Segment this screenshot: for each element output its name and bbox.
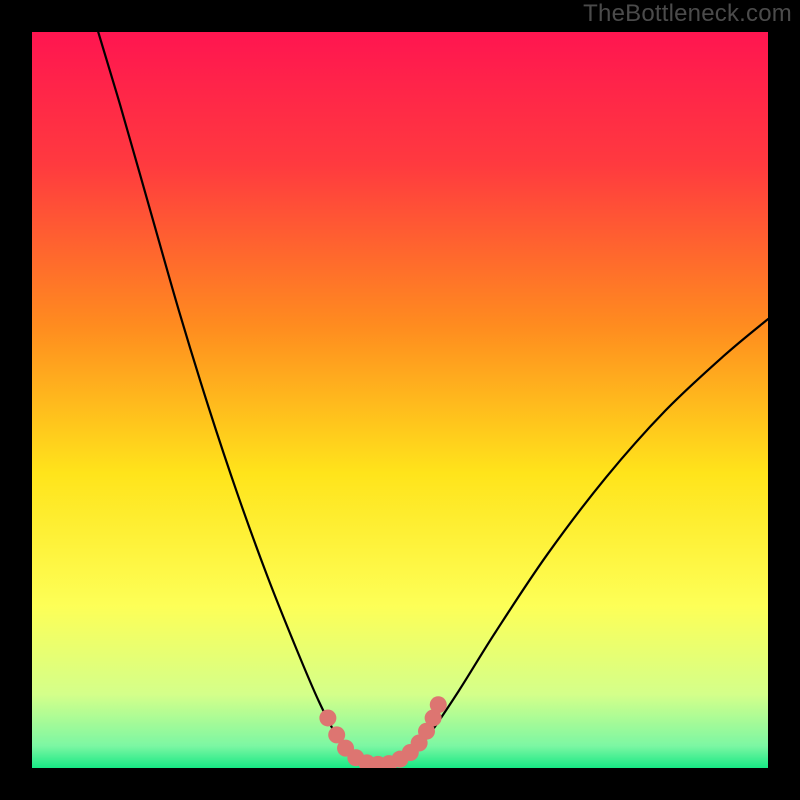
plot-background	[32, 32, 768, 768]
plot-area	[32, 32, 768, 768]
marker-point	[319, 709, 336, 726]
plot-svg	[32, 32, 768, 768]
marker-point	[430, 696, 447, 713]
chart-frame: TheBottleneck.com	[0, 0, 800, 800]
watermark-label: TheBottleneck.com	[583, 0, 792, 28]
